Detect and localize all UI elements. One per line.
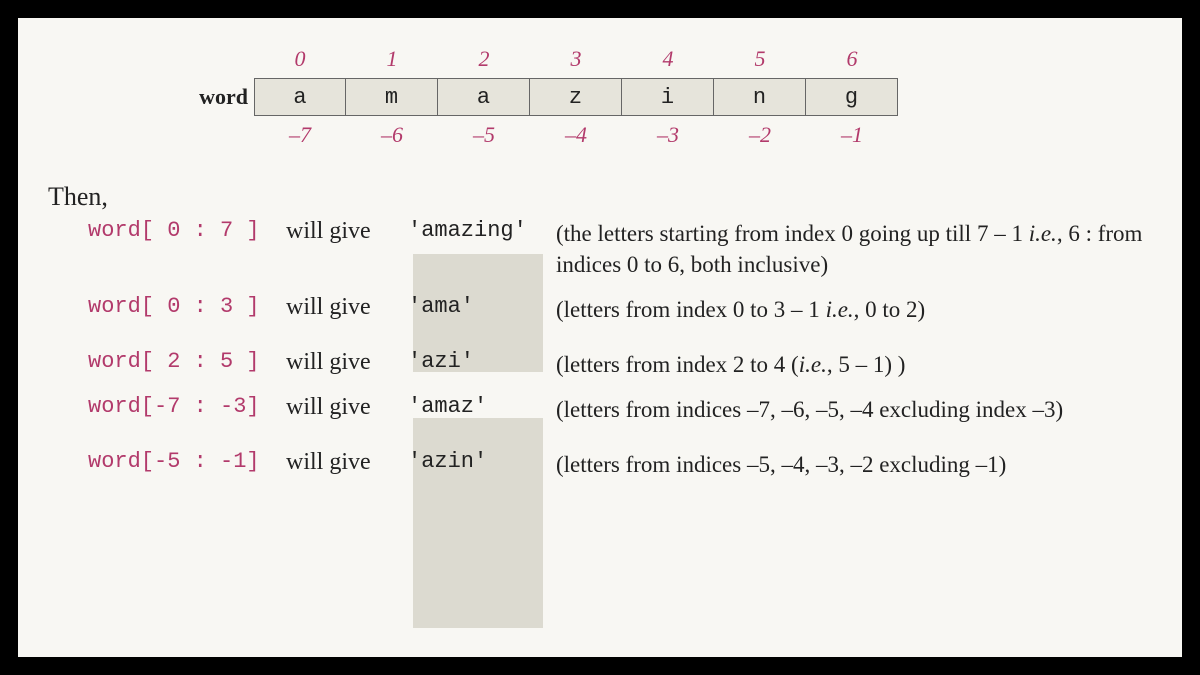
example-result: 'azin'	[408, 449, 556, 474]
positive-index-row: 0123456	[128, 40, 1152, 78]
negative-index-row: –7–6–5–4–3–2–1	[128, 116, 1152, 154]
example-row: word[ 2 : 5 ]will give'azi'(letters from…	[88, 349, 1152, 380]
positive-index: 5	[714, 40, 806, 78]
page: 0123456 word amazing –7–6–5–4–3–2–1 Then…	[18, 18, 1182, 657]
example-explanation: (letters from index 2 to 4 (i.e., 5 – 1)…	[556, 349, 1152, 380]
positive-index: 3	[530, 40, 622, 78]
letter-cell: g	[806, 78, 898, 116]
word-label: word	[128, 84, 254, 110]
will-give-label: will give	[286, 218, 408, 245]
example-row: word[-5 : -1]will give'azin'(letters fro…	[88, 449, 1152, 480]
positive-index: 2	[438, 40, 530, 78]
negative-index: –2	[714, 116, 806, 154]
examples-list: word[ 0 : 7 ]will give'amazing'(the lett…	[88, 218, 1152, 480]
example-row: word[ 0 : 3 ]will give'ama'(letters from…	[88, 294, 1152, 325]
example-code: word[ 2 : 5 ]	[88, 349, 286, 374]
negative-index: –4	[530, 116, 622, 154]
example-code: word[-5 : -1]	[88, 449, 286, 474]
negative-index: –5	[438, 116, 530, 154]
positive-index: 4	[622, 40, 714, 78]
index-diagram: 0123456 word amazing –7–6–5–4–3–2–1	[128, 40, 1152, 154]
example-explanation: (letters from indices –7, –6, –5, –4 exc…	[556, 394, 1152, 425]
example-code: word[ 0 : 7 ]	[88, 218, 286, 243]
letter-cell: a	[438, 78, 530, 116]
letter-cell: i	[622, 78, 714, 116]
will-give-label: will give	[286, 394, 408, 421]
negative-index: –3	[622, 116, 714, 154]
example-code: word[ 0 : 3 ]	[88, 294, 286, 319]
will-give-label: will give	[286, 349, 408, 376]
negative-index: –6	[346, 116, 438, 154]
letter-cell: z	[530, 78, 622, 116]
positive-index: 1	[346, 40, 438, 78]
negative-index: –7	[254, 116, 346, 154]
example-explanation: (letters from indices –5, –4, –3, –2 exc…	[556, 449, 1152, 480]
will-give-label: will give	[286, 449, 408, 476]
positive-index: 6	[806, 40, 898, 78]
negative-index: –1	[806, 116, 898, 154]
then-heading: Then,	[48, 182, 1152, 212]
letter-cell: m	[346, 78, 438, 116]
example-result: 'azi'	[408, 349, 556, 374]
letter-cell: n	[714, 78, 806, 116]
example-code: word[-7 : -3]	[88, 394, 286, 419]
example-row: word[-7 : -3]will give'amaz'(letters fro…	[88, 394, 1152, 425]
letter-cell: a	[254, 78, 346, 116]
example-result: 'amaz'	[408, 394, 556, 419]
positive-index: 0	[254, 40, 346, 78]
example-row: word[ 0 : 7 ]will give'amazing'(the lett…	[88, 218, 1152, 280]
example-result: 'amazing'	[408, 218, 556, 243]
will-give-label: will give	[286, 294, 408, 321]
example-result: 'ama'	[408, 294, 556, 319]
example-explanation: (letters from index 0 to 3 – 1 i.e., 0 t…	[556, 294, 1152, 325]
letters-row: word amazing	[128, 78, 1152, 116]
example-explanation: (the letters starting from index 0 going…	[556, 218, 1152, 280]
